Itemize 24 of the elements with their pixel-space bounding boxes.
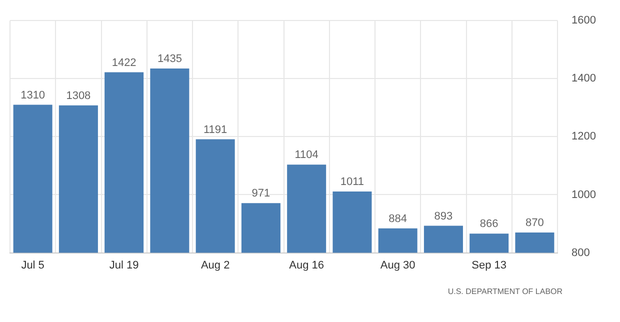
data-label: 1422: [112, 56, 136, 69]
data-label: 971: [252, 188, 270, 200]
y-tick-label: 1200: [572, 130, 596, 143]
x-tick-label: Jul 5: [21, 259, 44, 272]
y-tick-label: 1600: [572, 14, 596, 27]
data-label: 1191: [203, 124, 228, 136]
data-label: 866: [480, 218, 498, 230]
y-tick-label: 1400: [572, 72, 596, 85]
x-tick-label: Jul 19: [109, 259, 139, 272]
data-label: 1308: [66, 90, 91, 102]
text: U.S. DEPARTMENT OF LABOR: [448, 287, 563, 296]
y-tick-label: 800: [572, 246, 590, 259]
data-label: 893: [434, 210, 453, 222]
data-label: 1435: [157, 53, 182, 66]
x-tick-label: Aug 2: [200, 259, 230, 272]
data-label: 1011: [340, 176, 364, 188]
x-tick-label: Sep 13: [472, 259, 507, 272]
y-tick-label: 1000: [572, 188, 596, 201]
x-tick-label: Aug 16: [289, 259, 324, 272]
x-tick-label: Aug 30: [380, 259, 416, 272]
data-label: 870: [526, 217, 544, 230]
data-label: 1310: [20, 89, 46, 102]
data-label: 1104: [294, 149, 318, 162]
data-label: 884: [388, 212, 408, 225]
